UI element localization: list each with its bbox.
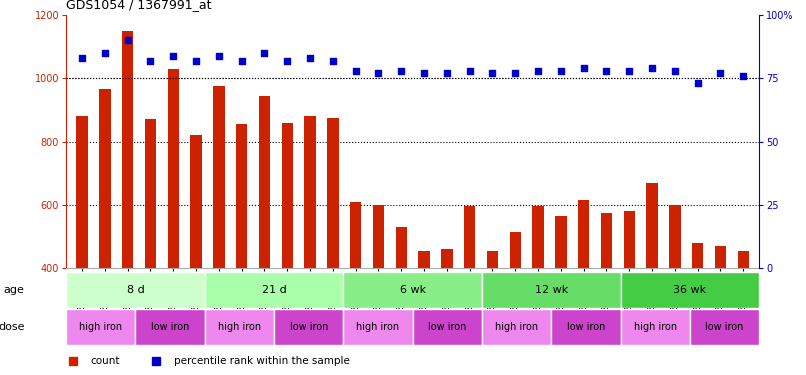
- Bar: [482, 309, 551, 345]
- Point: [668, 68, 681, 74]
- Point: [440, 70, 453, 76]
- Bar: [205, 309, 274, 345]
- Bar: [77, 116, 88, 268]
- Point: [600, 68, 613, 74]
- Point: [167, 53, 180, 58]
- Bar: [441, 249, 453, 268]
- Text: 21 d: 21 d: [262, 285, 286, 295]
- Text: high iron: high iron: [495, 322, 538, 332]
- Bar: [621, 272, 759, 308]
- Point: [395, 68, 408, 74]
- Point: [646, 65, 659, 71]
- Bar: [715, 246, 726, 268]
- Point: [692, 80, 704, 86]
- Point: [577, 65, 590, 71]
- Text: 12 wk: 12 wk: [534, 285, 568, 295]
- Point: [304, 55, 317, 61]
- Bar: [482, 272, 621, 308]
- Text: high iron: high iron: [218, 322, 261, 332]
- Point: [235, 57, 248, 63]
- Bar: [236, 124, 247, 268]
- Bar: [327, 118, 339, 268]
- Text: low iron: low iron: [289, 322, 328, 332]
- Bar: [690, 309, 759, 345]
- Bar: [533, 206, 544, 268]
- Point: [326, 57, 339, 63]
- Text: high iron: high iron: [79, 322, 123, 332]
- Text: high iron: high iron: [356, 322, 400, 332]
- Point: [486, 70, 499, 76]
- Bar: [66, 309, 135, 345]
- Point: [144, 57, 157, 63]
- Text: low iron: low iron: [567, 322, 605, 332]
- Text: 36 wk: 36 wk: [673, 285, 707, 295]
- Bar: [122, 31, 133, 268]
- Bar: [190, 135, 202, 268]
- Text: low iron: low iron: [705, 322, 744, 332]
- Text: 6 wk: 6 wk: [400, 285, 426, 295]
- Bar: [413, 309, 482, 345]
- Bar: [464, 206, 476, 268]
- Bar: [305, 116, 316, 268]
- Text: GDS1054 / 1367991_at: GDS1054 / 1367991_at: [66, 0, 212, 11]
- Bar: [646, 183, 658, 268]
- Point: [418, 70, 430, 76]
- Text: 8 d: 8 d: [127, 285, 144, 295]
- Bar: [135, 309, 205, 345]
- Bar: [621, 309, 690, 345]
- Point: [98, 50, 111, 56]
- Bar: [692, 243, 704, 268]
- Bar: [669, 205, 680, 268]
- Bar: [168, 69, 179, 268]
- Text: dose: dose: [0, 322, 24, 332]
- Point: [280, 57, 293, 63]
- Bar: [555, 216, 567, 268]
- Point: [372, 70, 385, 76]
- Bar: [624, 211, 635, 268]
- Bar: [396, 227, 407, 268]
- Bar: [281, 123, 293, 268]
- Bar: [578, 200, 589, 268]
- Bar: [213, 86, 225, 268]
- Point: [213, 53, 226, 58]
- Text: low iron: low iron: [428, 322, 467, 332]
- Point: [349, 68, 362, 74]
- Text: high iron: high iron: [634, 322, 677, 332]
- Point: [623, 68, 636, 74]
- Bar: [274, 309, 343, 345]
- Bar: [737, 251, 749, 268]
- Bar: [343, 309, 413, 345]
- Text: low iron: low iron: [151, 322, 189, 332]
- Bar: [66, 272, 205, 308]
- Point: [76, 55, 89, 61]
- Bar: [259, 96, 270, 268]
- Text: count: count: [90, 356, 120, 366]
- Bar: [350, 202, 361, 268]
- Bar: [418, 251, 430, 268]
- Point: [463, 68, 476, 74]
- Point: [509, 70, 521, 76]
- Point: [258, 50, 271, 56]
- Point: [189, 57, 202, 63]
- Text: percentile rank within the sample: percentile rank within the sample: [173, 356, 350, 366]
- Point: [532, 68, 545, 74]
- Bar: [372, 205, 384, 268]
- Point: [555, 68, 567, 74]
- Point: [737, 73, 750, 79]
- Bar: [509, 232, 521, 268]
- Point: [121, 38, 134, 44]
- Bar: [145, 119, 156, 268]
- Bar: [487, 251, 498, 268]
- Bar: [600, 213, 613, 268]
- Text: age: age: [4, 285, 24, 295]
- Bar: [551, 309, 621, 345]
- Bar: [343, 272, 482, 308]
- Bar: [205, 272, 343, 308]
- Bar: [99, 89, 110, 268]
- Point: [714, 70, 727, 76]
